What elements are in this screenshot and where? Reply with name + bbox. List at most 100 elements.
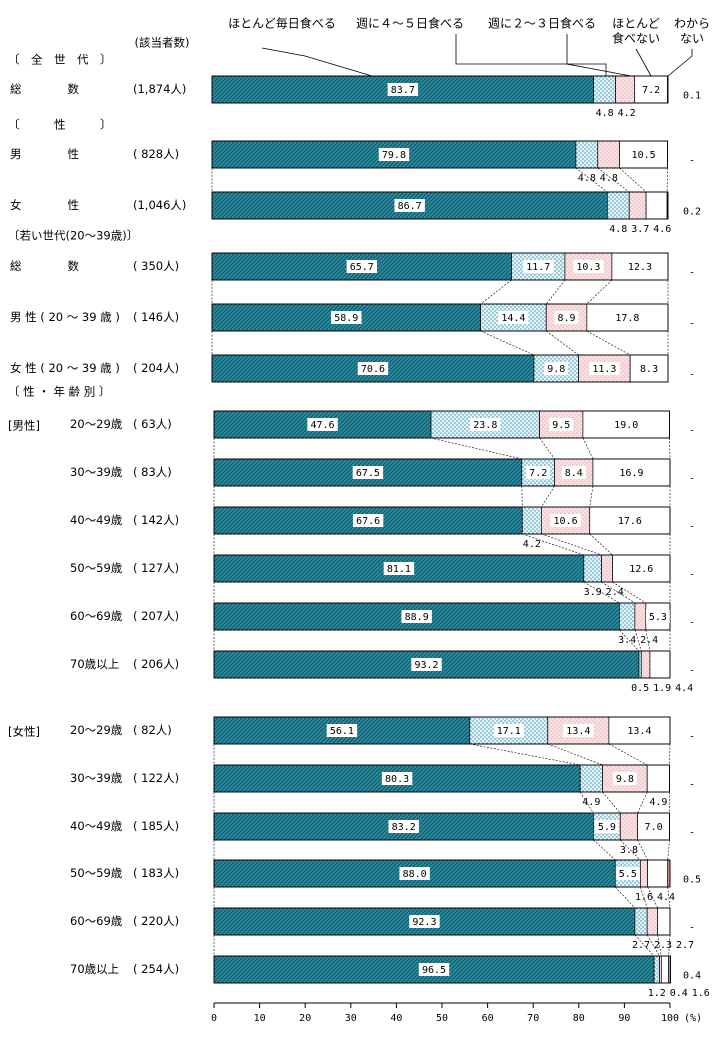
connector-14-0: [593, 839, 616, 861]
value-label-4-0: 58.9: [334, 313, 358, 324]
connector-15-2: [647, 886, 658, 909]
value-label-7-0: 67.5: [356, 468, 380, 479]
value-label-3-0: 65.7: [350, 262, 374, 273]
section-title-young: 〔若い世代(20～39歳)〕: [8, 229, 138, 243]
connector-10-2: [645, 629, 651, 652]
value-label-0-0: 83.7: [391, 85, 415, 96]
connector-14-3: [667, 839, 670, 861]
connector-6-1: [539, 437, 555, 460]
row-label-16: 60～69歳: [70, 914, 123, 928]
value-label-17-3: 1.6: [692, 988, 710, 999]
bar-segment-16-3: [657, 907, 671, 936]
value-label-7-1: 7.2: [529, 468, 547, 479]
value-label-0-1: 4.8: [596, 108, 614, 119]
unknown-label-2: 0.2: [683, 207, 701, 218]
connector-1-0: [575, 167, 608, 193]
connector-10-1: [634, 629, 642, 652]
bar-outline-9: [213, 554, 671, 583]
value-label-16-0: 92.3: [412, 917, 436, 928]
connector-1-1: [597, 167, 630, 193]
bar-outline-15: [213, 859, 671, 888]
unknown-label-5: -: [689, 370, 695, 381]
row-label-7: 30～39歳: [70, 465, 123, 479]
bar-segment-0-2: [615, 75, 636, 104]
value-bg-5-2: [589, 362, 620, 375]
value-label-12-2: 13.4: [566, 726, 590, 737]
bar-segment-11-3: [649, 650, 671, 679]
x-tick-label-7: 70: [527, 1013, 539, 1024]
connector-14-2: [637, 839, 648, 861]
connector-4-2: [586, 330, 631, 356]
unknown-label-9: -: [689, 570, 695, 581]
bar-segment-13-3: [646, 764, 670, 793]
row-label-17: 70歳以上: [70, 962, 119, 976]
value-label-3-1: 11.7: [526, 262, 550, 273]
connector-14-1: [620, 839, 641, 861]
connector-13-2: [637, 791, 648, 814]
value-bg-5-1: [544, 362, 569, 375]
legend-leader-0: [261, 47, 373, 77]
bar-outline-6: [213, 410, 670, 439]
connector-9-1: [601, 581, 636, 604]
row-count-16: ( 220人): [133, 914, 179, 928]
bar-segment-15-3: [647, 859, 669, 888]
x-tick-label-6: 60: [482, 1013, 494, 1024]
row-count-14: ( 185人): [133, 819, 179, 833]
value-bg-14-1: [594, 820, 619, 833]
x-tick-label-1: 10: [254, 1013, 266, 1024]
bar-segment-16-2: [646, 907, 659, 936]
value-label-9-2: 2.4: [606, 587, 624, 598]
x-tick-label-10: 100: [661, 1013, 679, 1024]
row-count-15: ( 183人): [133, 866, 179, 880]
value-label-6-1: 23.8: [473, 420, 497, 431]
value-label-11-1: 0.5: [631, 683, 649, 694]
connector-8-0: [522, 533, 584, 556]
value-label-13-1: 4.9: [582, 797, 600, 808]
value-bg-13-0: [381, 772, 413, 785]
value-bg-5-0: [357, 362, 389, 375]
row-label-10: 60～69歳: [70, 609, 123, 623]
connector-15-0: [615, 886, 636, 909]
value-label-11-2: 1.9: [653, 683, 671, 694]
value-label-8-2: 10.6: [554, 516, 578, 527]
connector-10-0: [619, 629, 640, 652]
value-label-4-1: 14.4: [501, 313, 525, 324]
bar-segment-11-2: [640, 650, 651, 679]
row-label-0: 総 数: [10, 82, 79, 96]
connector-12-1: [547, 743, 603, 766]
value-label-7-3: 16.9: [619, 468, 643, 479]
row-label-15: 50～59歳: [70, 866, 123, 880]
labels: ほとんど毎日食べる 週に４～５日食べる 週に２～３日食べる ほとんど食べないわからない…: [8, 16, 710, 1025]
group-label-12: [女性]: [8, 725, 40, 739]
value-label-5-1: 9.8: [547, 364, 565, 375]
connector-8-1: [541, 533, 602, 556]
connector-7-2: [589, 485, 594, 508]
row-label-14: 40～49歳: [70, 819, 123, 833]
value-label-16-2: 2.3: [654, 940, 672, 951]
connector-lines: [211, 34, 693, 957]
value-label-12-0: 56.1: [330, 726, 354, 737]
bar-outline-8: [213, 506, 671, 535]
row-label-1: 男 性: [10, 147, 79, 161]
value-bg-6-1: [470, 418, 501, 431]
value-label-5-0: 70.6: [361, 364, 385, 375]
value-label-3-3: 12.3: [628, 262, 652, 273]
bar-outline-11: [213, 650, 671, 679]
value-bg-7-0: [352, 466, 384, 479]
row-label-4: 男 性 ( 20 ～ 39 歳 ): [10, 310, 120, 324]
value-bg-8-3: [614, 514, 646, 527]
value-label-1-0: 79.8: [382, 150, 406, 161]
bar-segment-9-2: [601, 554, 613, 583]
row-count-12: ( 82人): [133, 723, 172, 737]
value-bg-12-0: [326, 724, 358, 737]
unknown-label-8: -: [689, 522, 695, 533]
row-count-1: ( 828人): [133, 147, 179, 161]
value-label-4-3: 17.8: [615, 313, 639, 324]
bar-segment-2-1: [607, 191, 630, 220]
value-label-10-1: 3.4: [618, 635, 636, 646]
value-label-6-0: 47.6: [310, 420, 334, 431]
value-bg-17-0: [418, 963, 450, 976]
value-label-8-3: 17.6: [618, 516, 642, 527]
value-bg-14-3: [641, 820, 666, 833]
